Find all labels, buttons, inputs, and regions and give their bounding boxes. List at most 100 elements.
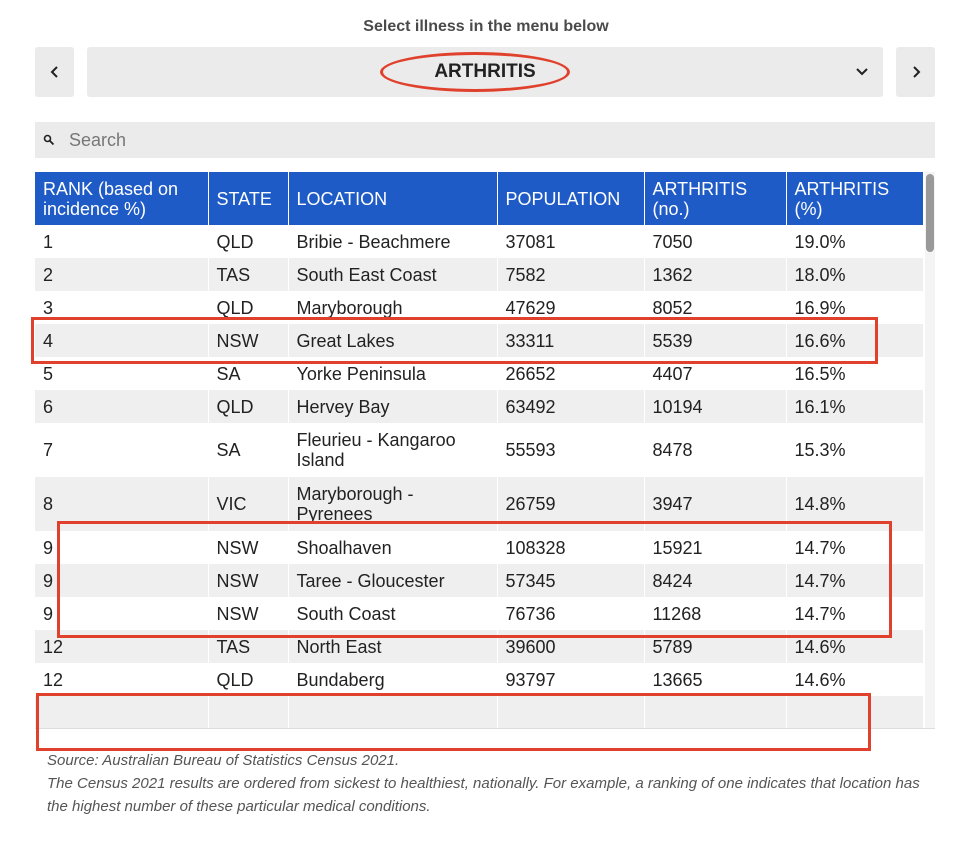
table-row[interactable]: 9 NSW South Coast 76736 11268 14.7% xyxy=(35,597,923,630)
cell-percent: 16.6% xyxy=(786,324,923,357)
cell-location: Yorke Peninsula xyxy=(288,357,498,390)
cell-location: Bribie - Beachmere xyxy=(288,225,498,258)
cell-rank: 14 xyxy=(35,696,209,728)
cell-count: 5539 xyxy=(644,324,787,357)
search-bar xyxy=(35,122,935,158)
cell-location: Kempsey - xyxy=(288,696,498,728)
cell-state: TAS xyxy=(208,630,289,663)
cell-count: 8478 xyxy=(644,423,787,477)
table-row[interactable]: 12 QLD Bundaberg 93797 13665 14.6% xyxy=(35,663,923,696)
cell-rank: 5 xyxy=(35,357,209,390)
column-header-location[interactable]: LOCATION xyxy=(288,172,498,225)
cell-count: 8424 xyxy=(644,564,787,597)
column-header-percent[interactable]: ARTHRITIS (%) xyxy=(786,172,923,225)
table-row[interactable]: 9 NSW Shoalhaven 108328 15921 14.7% xyxy=(35,531,923,564)
cell-population: 33311 xyxy=(497,324,645,357)
cell-count: 15921 xyxy=(644,531,787,564)
cell-rank: 12 xyxy=(35,630,209,663)
cell-population: 26759 xyxy=(497,477,645,531)
menu-prompt: Select illness in the menu below xyxy=(363,18,609,35)
column-header-state[interactable]: STATE xyxy=(208,172,289,225)
explanation-note: The Census 2021 results are ordered from… xyxy=(47,775,920,815)
cell-rank: 12 xyxy=(35,663,209,696)
table-header-row: RANK (based on incidence %) STATE LOCATI… xyxy=(35,172,923,225)
cell-count: 1362 xyxy=(644,258,787,291)
cell-location: Taree - Gloucester xyxy=(288,564,498,597)
scrollbar-thumb[interactable] xyxy=(926,174,934,252)
cell-population: 93797 xyxy=(497,663,645,696)
cell-population: 55593 xyxy=(497,423,645,477)
search-input[interactable] xyxy=(67,128,911,152)
cell-percent: 19.0% xyxy=(794,231,846,252)
cell-location: South East Coast xyxy=(288,258,498,291)
table-row[interactable]: 12 TAS North East 39600 5789 14.6% xyxy=(35,630,923,663)
cell-location: South Coast xyxy=(288,597,498,630)
column-header-rank[interactable]: RANK (based on incidence %) xyxy=(35,172,209,225)
cell-location: Maryborough - Pyrenees xyxy=(288,477,498,531)
cell-state: NSW xyxy=(208,531,289,564)
cell-state: QLD xyxy=(208,291,289,324)
cell-location: Fleurieu - Kangaroo Island xyxy=(288,423,498,477)
illness-select-value: ARTHRITIS xyxy=(434,61,536,82)
chevron-left-icon xyxy=(50,66,58,78)
cell-rank: 8 xyxy=(35,477,209,531)
table-row[interactable]: 4 NSW Great Lakes 33311 5539 16.6% xyxy=(35,324,923,357)
table-row[interactable]: 9 NSW Taree - Gloucester 57345 8424 14.7% xyxy=(35,564,923,597)
cell-percent: 16.1% xyxy=(786,390,923,423)
table-body: 1 QLD Bribie - Beachmere 37081 7050 19.0% 2 TAS… xyxy=(35,225,923,728)
cell-state: NSW xyxy=(208,324,289,357)
cell-count: 3947 xyxy=(644,477,787,531)
cell-rank: 9 xyxy=(35,564,209,597)
cell-population: 108328 xyxy=(497,531,645,564)
cell-rank: 9 xyxy=(35,531,209,564)
cell-percent: 14.8% xyxy=(786,477,923,531)
cell-population: 26652 xyxy=(497,357,645,390)
next-illness-button[interactable] xyxy=(896,47,935,97)
cell-count: 4407 xyxy=(644,357,787,390)
cell-state: SA xyxy=(208,423,289,477)
table-row[interactable]: 6 QLD Hervey Bay 63492 10194 16.1% xyxy=(35,390,923,423)
table-row[interactable]: 14NSWKempsey -51154738414.4% xyxy=(35,696,923,728)
cell-percent: 14.6% xyxy=(794,669,846,690)
table-row[interactable]: 3 QLD Maryborough 47629 8052 16.9% xyxy=(35,291,923,324)
cell-rank: 3 xyxy=(35,291,209,324)
cell-percent: 14.6% xyxy=(786,630,923,663)
cell-state: NSW xyxy=(208,597,289,630)
cell-rank: 1 xyxy=(35,225,209,258)
chevron-right-icon xyxy=(912,66,920,78)
cell-population: 51154 xyxy=(497,696,645,728)
table-row[interactable]: 8 VIC Maryborough - Pyrenees 26759 3947 14.8% xyxy=(35,477,923,531)
cell-population: 7582 xyxy=(497,258,645,291)
table-row[interactable]: 2 TAS South East Coast 7582 1362 18.0% xyxy=(35,258,923,291)
cell-population: 39600 xyxy=(497,630,645,663)
cell-rank: 7 xyxy=(35,423,209,477)
cell-state: QLD xyxy=(208,225,289,258)
cell-state: NSW xyxy=(208,564,289,597)
table-scrollbar[interactable] xyxy=(925,172,935,728)
cell-location: Hervey Bay xyxy=(288,390,498,423)
cell-location: North East xyxy=(288,630,498,663)
cell-count: 11268 xyxy=(644,597,787,630)
column-header-population[interactable]: POPULATION xyxy=(497,172,645,225)
cell-rank: 2 xyxy=(35,258,209,291)
cell-population: 76736 xyxy=(497,597,645,630)
cell-rank: 9 xyxy=(35,597,209,630)
table-row[interactable]: 7 SA Fleurieu - Kangaroo Island 55593 8478 15… xyxy=(35,423,923,477)
illness-select[interactable]: ARTHRITIS xyxy=(87,47,883,97)
table-row[interactable]: 1 QLD Bribie - Beachmere 37081 7050 19.0% xyxy=(35,225,923,258)
previous-illness-button[interactable] xyxy=(35,47,74,97)
cell-percent: 14.7% xyxy=(794,537,846,558)
table-row[interactable]: 5 SA Yorke Peninsula 26652 4407 16.5% xyxy=(35,357,923,390)
cell-percent: 15.3% xyxy=(794,440,846,460)
cell-population: 47629 xyxy=(497,291,645,324)
cell-count: 10194 xyxy=(644,390,787,423)
cell-state: NSW xyxy=(208,696,289,728)
table-notes: Source: Australian Bureau of Statistics … xyxy=(47,749,927,818)
cell-count: 13665 xyxy=(644,663,787,696)
column-header-count[interactable]: ARTHRITIS (no.) xyxy=(644,172,787,225)
cell-percent: 16.5% xyxy=(794,363,846,384)
cell-state: QLD xyxy=(208,663,289,696)
cell-state: SA xyxy=(208,357,289,390)
cell-population: 37081 xyxy=(497,225,645,258)
cell-count: 5789 xyxy=(644,630,787,663)
